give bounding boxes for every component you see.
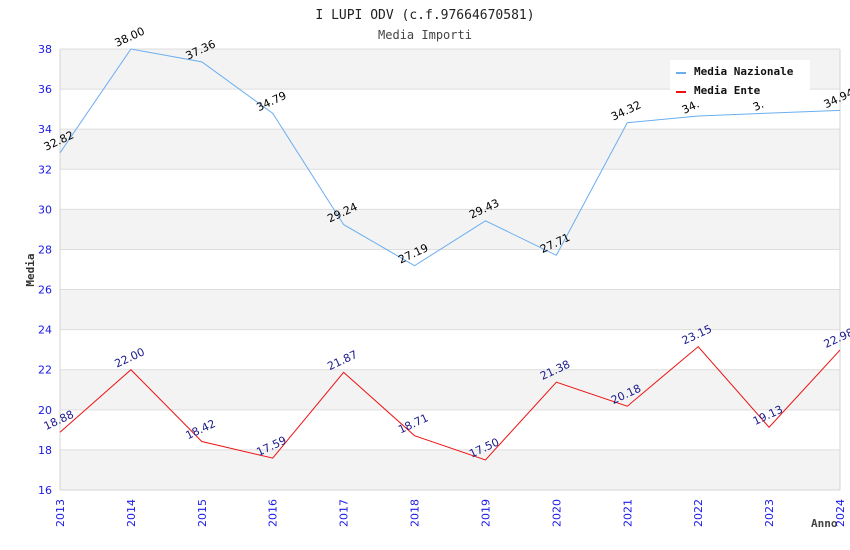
y-tick-label: 22 [38,364,52,377]
x-tick-label: 2014 [125,499,138,527]
series-line-media-ente [59,345,841,461]
legend-label-media-ente: Media Ente [694,84,761,97]
y-tick-label: 18 [38,444,52,457]
legend: Media Nazionale Media Ente [670,60,810,100]
series-line-media-nazionale [59,48,841,267]
x-tick-label: 2021 [621,499,634,527]
series-lines [59,48,841,461]
data-label: 18.42 [184,417,218,442]
data-label: 34. [680,97,701,116]
data-label: 38.00 [113,25,147,50]
y-tick-label: 20 [38,404,52,417]
x-tick-label: 2017 [338,499,351,527]
data-label: 22.00 [113,345,147,370]
y-tick-label: 32 [38,163,52,176]
chart-subtitle: Media Importi [378,28,472,42]
x-axis-label: Anno [811,517,838,530]
data-label: 18.71 [396,411,430,436]
grid-band [60,449,840,490]
chart-title: I LUPI ODV (c.f.97664670581) [315,8,534,23]
grid-band [60,129,840,170]
y-tick-label: 24 [38,324,52,337]
y-tick-label: 38 [38,43,52,56]
y-tick-label: 26 [38,284,52,297]
x-tick-label: 2024 [834,499,847,527]
grid-band [60,369,840,410]
y-tick-labels: 16 18 20 22 24 26 28 30 32 34 36 38 [38,43,52,497]
x-tick-label: 2016 [267,499,280,527]
y-tick-label: 30 [38,203,52,216]
legend-label-media-nazionale: Media Nazionale [694,65,794,78]
x-tick-label: 2015 [196,499,209,527]
y-tick-label: 16 [38,484,52,497]
x-tick-label: 2023 [763,499,776,527]
legend-background [670,60,810,100]
x-tick-label: 2013 [54,499,67,527]
y-tick-label: 36 [38,83,52,96]
data-label: 34.94 [822,86,850,111]
y-tick-label: 34 [38,123,52,136]
data-label: 3. [751,98,766,114]
x-tick-label: 2019 [479,499,492,527]
x-tick-label: 2020 [550,499,563,527]
data-label: 34.79 [255,89,289,114]
x-tick-label: 2022 [692,499,705,527]
grid-band [60,289,840,330]
y-axis-label: Media [24,253,37,286]
x-tick-labels: 2013 2014 2015 2016 2017 2018 2019 2020 2021 2022… [54,499,847,527]
y-tick-label: 28 [38,243,52,256]
data-label: 34.32 [609,98,643,123]
x-tick-label: 2018 [409,499,422,527]
